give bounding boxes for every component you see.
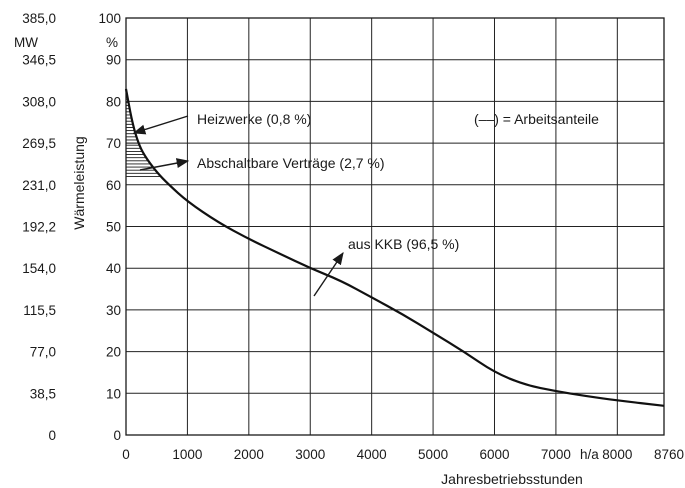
x-tick-label: 5000 xyxy=(418,447,448,462)
y-tick-label-mw: 308,0 xyxy=(22,94,56,109)
x-tick-label: 0 xyxy=(122,447,130,462)
y-tick-label-percent: 80 xyxy=(106,94,121,109)
y-tick-label-mw: 231,0 xyxy=(22,178,56,193)
y-tick-label-mw: 346,5 xyxy=(22,53,56,68)
y-tick-label-mw: 115,5 xyxy=(23,303,56,318)
y-tick-label-mw: 385,0 xyxy=(22,11,56,26)
annotation-arbeitsanteile: (––) = Arbeitsanteile xyxy=(474,111,599,127)
y-tick-label-percent: 50 xyxy=(106,220,121,235)
y-axis-title: Wärmeleistung xyxy=(71,136,87,229)
series-line-waermeleistung xyxy=(124,88,665,407)
arrow-heizwerke xyxy=(132,115,189,135)
y-tick-label-mw: 0 xyxy=(48,428,56,443)
grid-layer xyxy=(125,17,665,436)
y-tick-label-mw: 192,2 xyxy=(22,220,56,235)
x-tick-label: 6000 xyxy=(479,447,509,462)
y-tick-label-percent: 10 xyxy=(106,386,121,401)
x-tick-label: 8000 xyxy=(602,447,632,462)
y-tick-label-percent: 30 xyxy=(106,303,121,318)
y-tick-label-percent: 20 xyxy=(106,345,121,360)
x-tick-label: 2000 xyxy=(234,447,264,462)
x-tick-label: 3000 xyxy=(295,447,325,462)
y-tick-label-mw: 38,5 xyxy=(30,386,56,401)
y-tick-label-mw: 154,0 xyxy=(22,261,56,276)
x-tick-label: 8760 xyxy=(654,447,684,462)
arrow-abschaltbare-vertraege xyxy=(139,158,190,171)
x-unit-label: h/a xyxy=(580,447,599,462)
annotation-kkb: aus KKB (96,5 %) xyxy=(348,236,459,252)
y-tick-label-percent: 90 xyxy=(106,53,121,68)
x-tick-label: 4000 xyxy=(357,447,387,462)
y-tick-label-percent: 40 xyxy=(106,261,121,276)
y-unit-percent-label: % xyxy=(106,35,118,50)
y-tick-label-percent: 0 xyxy=(113,428,121,443)
plot-frame xyxy=(125,17,665,436)
arrow-kkb xyxy=(313,251,344,297)
annotation-abschaltbare-vertraege: Abschaltbare Verträge (2,7 %) xyxy=(197,155,385,171)
y-tick-label-percent: 70 xyxy=(106,136,121,151)
y-tick-label-mw: 269,5 xyxy=(22,136,56,151)
y-tick-label-percent: 100 xyxy=(98,11,121,26)
tick-layer: 001038,52077,030115,540154,050192,260231… xyxy=(22,11,684,462)
hatch-layer xyxy=(126,89,161,177)
x-tick-label: 1000 xyxy=(172,447,202,462)
y-unit-mw-label: MW xyxy=(14,35,38,50)
series-layer xyxy=(124,88,665,407)
annotation-heizwerke: Heizwerke (0,8 %) xyxy=(197,111,311,127)
x-tick-label: 7000 xyxy=(541,447,571,462)
y-tick-label-mw: 77,0 xyxy=(30,345,56,360)
y-tick-label-percent: 60 xyxy=(106,178,121,193)
x-axis-title: Jahresbetriebsstunden xyxy=(441,471,583,487)
